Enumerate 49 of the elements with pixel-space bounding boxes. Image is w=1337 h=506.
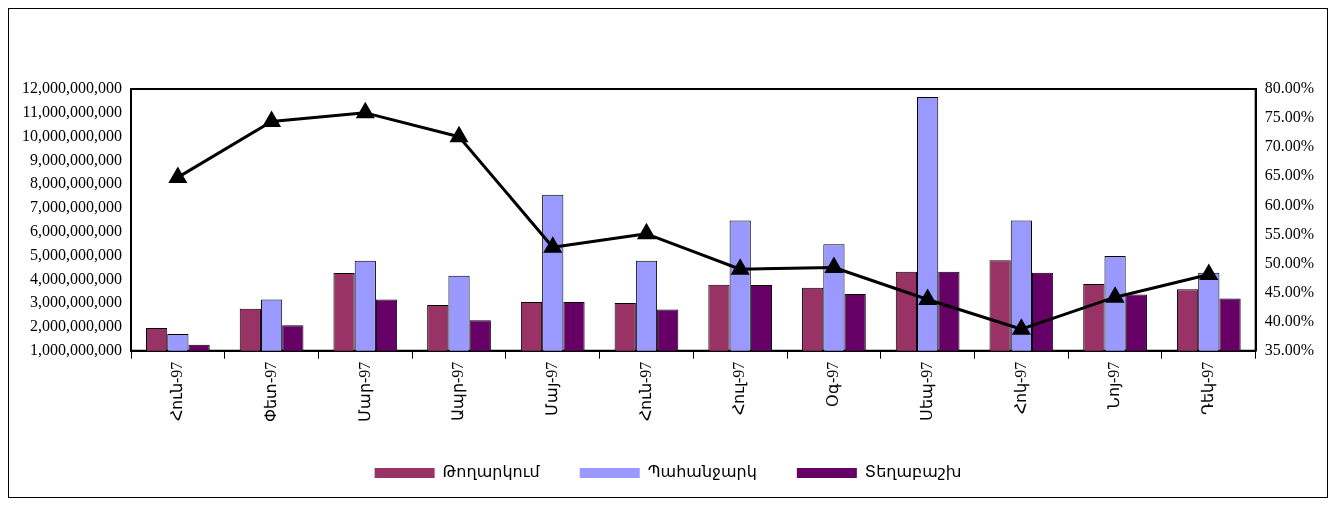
x-tick-label: Օգ-97 [824, 361, 843, 407]
y-tick-label: 12,000,000,000 [22, 79, 122, 97]
x-tick-label: Հոկ-97 [1011, 361, 1030, 414]
y2-tick-label: 35.00% [1264, 340, 1314, 358]
point [731, 259, 749, 275]
point [638, 224, 655, 240]
x-tick-label: Մար-97 [355, 361, 374, 422]
point [825, 258, 843, 274]
point [1106, 287, 1124, 303]
y-tick-label: 8,000,000,000 [30, 174, 122, 192]
x-tick-label: Դեկ-97 [1199, 361, 1218, 415]
point [450, 127, 468, 143]
x-tick-label: Նոյ-97 [1105, 361, 1124, 409]
y2-tick-label: 45.00% [1264, 282, 1314, 300]
point [919, 290, 937, 305]
y-tick-label: 2,000,000,000 [30, 317, 122, 335]
y2-tick-label: 70.00% [1264, 137, 1314, 155]
x-tick-label: Մայ-97 [542, 361, 561, 416]
y2-tick-label: 60.00% [1264, 195, 1314, 213]
x-tick-label: Հուն-97 [168, 361, 186, 421]
y-tick-label: 10,000,000,000 [22, 126, 122, 144]
point [1012, 319, 1030, 335]
point [169, 167, 187, 183]
y2-tick-label: 50.00% [1264, 253, 1314, 271]
x-tick-label: Փետ-97 [261, 361, 279, 422]
point [356, 103, 374, 119]
y-tick-label: 9,000,000,000 [30, 150, 122, 168]
legend-label: Տեղաբաշխ [864, 462, 962, 482]
y-tick-label: 5,000,000,000 [30, 245, 122, 263]
x-tick-label: Հուլ-97 [730, 361, 749, 415]
y2-tick-label: 65.00% [1264, 166, 1314, 184]
y-tick-label: 7,000,000,000 [30, 198, 122, 216]
y-tick-label: 1,000,000,000 [30, 340, 122, 358]
x-tick-label: Հուն-97 [636, 361, 654, 421]
y-tick-label: 6,000,000,000 [30, 221, 122, 239]
legend-label: Թողարկում [442, 462, 541, 482]
y-tick-label: 4,000,000,000 [30, 269, 122, 287]
x-tick-label: Ապր-97 [449, 361, 468, 421]
point [263, 112, 281, 128]
y-tick-label: 11,000,000,000 [22, 102, 122, 120]
point [1200, 265, 1218, 280]
y-tick-label: 3,000,000,000 [30, 293, 122, 311]
x-tick-label: Սեպ-97 [917, 361, 936, 421]
y2-tick-label: 75.00% [1264, 108, 1314, 126]
y2-tick-label: 80.00% [1264, 79, 1314, 97]
point [544, 237, 562, 253]
y2-tick-label: 55.00% [1264, 224, 1314, 242]
legend-label: Պահանջարկ [647, 462, 757, 482]
y2-tick-label: 40.00% [1264, 311, 1314, 329]
